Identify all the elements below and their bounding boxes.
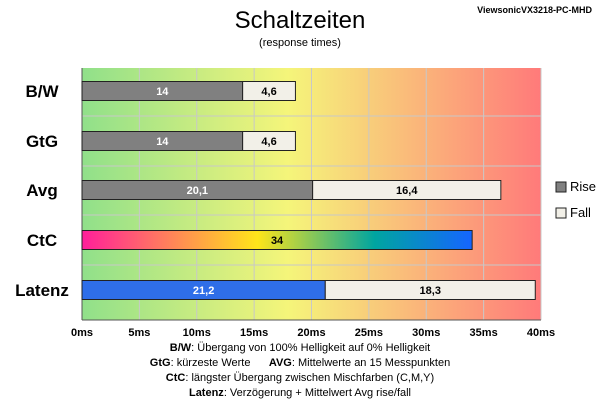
category-label: Latenz [15,281,69,300]
legend-swatch-rise [555,181,567,193]
note-ctc-key: CtC [165,372,186,384]
note-avg-key: AVG [268,357,292,369]
bar-fall-label: 4,6 [261,86,276,98]
legend-label-rise: Rise [570,179,596,194]
category-labels: B/W GtG Avg CtC Latenz [15,82,69,300]
bar-fall-label: 4,6 [261,136,276,148]
category-label: CtC [27,231,57,250]
note-latenz-key: Latenz [188,387,224,399]
x-tick-label: 15ms [240,327,268,339]
note-ctc-text: : längster Übergang zwischen Mischfarben… [185,372,435,384]
x-tick-label: 5ms [128,327,150,339]
note-gtg-text: : kürzeste Werte [170,357,251,369]
bar-fall [324,280,536,300]
bar-fall-label: 18,3 [420,285,441,297]
chart-subtitle: (response times) [259,37,341,49]
x-axis-ticks: 0ms 5ms 10ms 15ms 20ms 25ms 30ms 35ms 40ms [71,327,555,339]
note-avg-text: : Mittelwerte an 15 Messpunkten [291,357,451,369]
note-ctc: CtC: längster Übergang zwischen Mischfar… [0,371,600,386]
x-tick-label: 40ms [527,327,555,339]
bar-fall-label: 16,4 [396,185,418,197]
bar-rise-label: 14 [156,86,169,98]
bar-fall [242,131,296,151]
legend: Rise Fall [555,179,596,220]
notes: B/W: Übergang von 100% Helligkeit auf 0%… [0,341,600,401]
legend-swatch-fall [555,207,567,219]
legend-label-fall: Fall [570,205,591,220]
note-latenz: Latenz: Verzögerung + Mittelwert Avg ris… [0,386,600,401]
note-latenz-text: : Verzögerung + Mittelwert Avg rise/fall [223,387,412,399]
x-tick-label: 10ms [183,327,211,339]
bar-fall [312,180,502,200]
chart-title: Schaltzeiten [235,7,366,34]
x-tick-label: 20ms [297,327,325,339]
note-bw: B/W: Übergang von 100% Helligkeit auf 0%… [0,341,600,356]
x-tick-label: 0ms [71,327,93,339]
x-tick-label: 25ms [355,327,383,339]
category-label: B/W [25,82,59,101]
bars: 14 4,6 14 4,6 20,1 16,4 34 21,2 18,3 [81,81,536,300]
bar-rise-label: 20,1 [187,185,208,197]
note-bw-key: B/W [169,342,192,354]
bar-fall [242,81,296,101]
category-label: GtG [26,132,58,151]
bar-rise [81,230,473,250]
x-tick-label: 35ms [470,327,498,339]
note-gtg-avg: GtG: kürzeste Werte AVG: Mittelwerte an … [0,356,600,371]
note-bw-text: : Übergang von 100% Helligkeit auf 0% He… [191,342,431,354]
bar-rise-label: 34 [271,235,284,247]
monitor-model-label: ViewsonicVX3218-PC-MHD [477,5,592,15]
category-label: Avg [26,181,58,200]
bar-rise-label: 21,2 [193,285,214,297]
note-gtg-key: GtG [149,357,171,369]
x-tick-label: 30ms [412,327,440,339]
bar-rise-label: 14 [156,136,169,148]
